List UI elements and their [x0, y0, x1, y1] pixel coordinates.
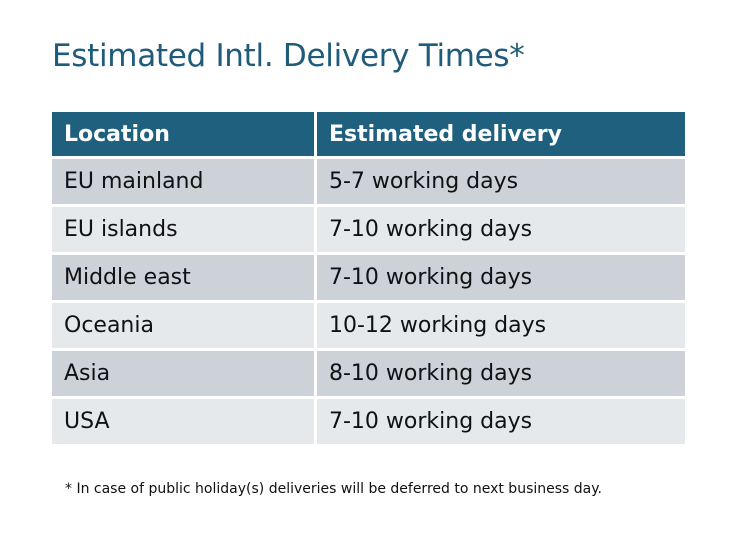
table-row: Middle east 7-10 working days	[52, 255, 685, 300]
cell-estimated-delivery: 7-10 working days	[317, 255, 685, 300]
table-row: EU islands 7-10 working days	[52, 207, 685, 252]
footnote: * In case of public holiday(s) deliverie…	[65, 481, 602, 497]
cell-location: USA	[52, 399, 314, 444]
cell-location: EU mainland	[52, 159, 314, 204]
cell-estimated-delivery: 7-10 working days	[317, 399, 685, 444]
cell-estimated-delivery: 5-7 working days	[317, 159, 685, 204]
table-row: USA 7-10 working days	[52, 399, 685, 444]
table-row: Oceania 10-12 working days	[52, 303, 685, 348]
cell-location: Asia	[52, 351, 314, 396]
table-row: Asia 8-10 working days	[52, 351, 685, 396]
page-title: Estimated Intl. Delivery Times*	[52, 38, 525, 74]
cell-estimated-delivery: 8-10 working days	[317, 351, 685, 396]
cell-estimated-delivery: 7-10 working days	[317, 207, 685, 252]
delivery-times-table: Location Estimated delivery EU mainland 5…	[49, 109, 688, 447]
cell-location: EU islands	[52, 207, 314, 252]
table-header-row: Location Estimated delivery	[52, 112, 685, 156]
cell-estimated-delivery: 10-12 working days	[317, 303, 685, 348]
column-header-estimated-delivery: Estimated delivery	[317, 112, 685, 156]
cell-location: Middle east	[52, 255, 314, 300]
cell-location: Oceania	[52, 303, 314, 348]
column-header-location: Location	[52, 112, 314, 156]
table-row: EU mainland 5-7 working days	[52, 159, 685, 204]
